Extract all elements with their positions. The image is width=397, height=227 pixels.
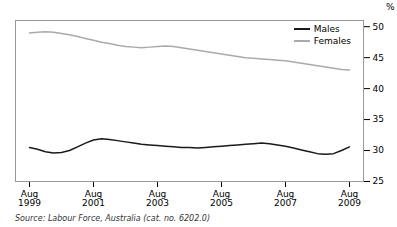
svg-text:%: % [386, 2, 395, 12]
svg-text:Aug2007: Aug2007 [274, 189, 297, 208]
svg-text:Aug2005: Aug2005 [210, 189, 233, 208]
svg-text:45: 45 [373, 53, 384, 63]
html-text:Females: Females [313, 36, 351, 46]
svg-text:Aug2003: Aug2003 [146, 189, 169, 208]
svg-text:Aug2001: Aug2001 [82, 189, 105, 208]
svg-text:35: 35 [373, 114, 384, 124]
html-text:Males: Males [313, 24, 340, 34]
svg-text:50: 50 [373, 22, 385, 32]
svg-text:Aug1999: Aug1999 [18, 189, 41, 208]
svg-text:25: 25 [373, 176, 384, 186]
html-text:Source: Labour Force, Australi: Source: Labour Force, Australia (cat. no… [15, 214, 211, 223]
svg-text:30: 30 [373, 145, 385, 155]
svg-text:40: 40 [373, 83, 385, 93]
svg-text:Aug2009: Aug2009 [338, 189, 361, 208]
